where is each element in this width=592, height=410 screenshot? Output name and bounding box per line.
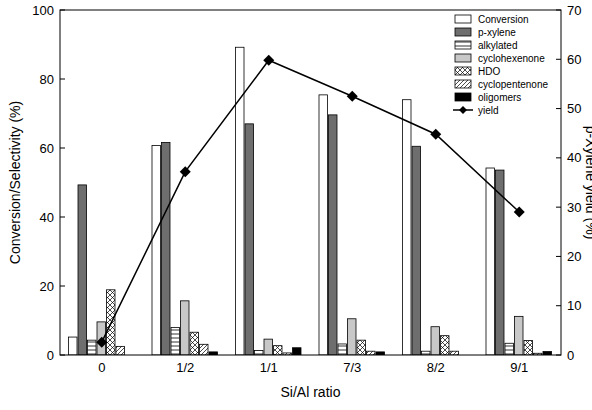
legend-swatch — [455, 80, 471, 88]
bar — [319, 95, 328, 355]
x-tick-label: 7/3 — [343, 360, 361, 375]
y2-tick — [556, 157, 561, 158]
y-tick-label: 40 — [40, 210, 54, 225]
bar — [78, 185, 87, 355]
legend-label: HDO — [478, 66, 500, 77]
bar — [431, 327, 440, 355]
x-tick-label: 8/2 — [427, 360, 445, 375]
legend-swatch — [455, 41, 471, 49]
legend-label: p-xylene — [478, 27, 516, 38]
bar — [190, 332, 199, 355]
bar — [450, 351, 459, 355]
axes: 0 20 40 60 80 100 0 10 20 30 40 50 60 70 0 1/2 1/1 7/3 8/2… — [32, 3, 581, 376]
y2-tick-label: 60 — [567, 52, 581, 67]
bar — [69, 337, 78, 355]
y2-tick — [556, 108, 561, 109]
y-tick — [60, 286, 65, 287]
x-tick-label: 0 — [98, 360, 105, 375]
marker — [514, 207, 525, 218]
bar — [200, 344, 209, 355]
legend-swatch — [455, 54, 471, 62]
y-tick-label: 0 — [47, 348, 54, 363]
y2-tick — [556, 59, 561, 60]
bar — [505, 343, 514, 355]
bar — [162, 142, 171, 355]
bar — [441, 336, 450, 355]
bar — [274, 346, 283, 355]
bar — [422, 351, 431, 355]
y-tick — [60, 79, 65, 80]
bar — [245, 124, 254, 355]
bar — [152, 146, 161, 355]
bar — [338, 344, 347, 355]
marker — [263, 55, 274, 66]
legend-label: alkylated — [478, 40, 517, 51]
marker — [96, 337, 107, 348]
legend-label: cyclopentenone — [478, 79, 548, 90]
y-tick-label: 100 — [32, 3, 54, 18]
legend-label: yield — [478, 105, 499, 116]
marker — [430, 129, 441, 140]
bar — [264, 339, 273, 355]
legend-label: oligomers — [478, 92, 521, 103]
y2-tick-label: 40 — [567, 150, 581, 165]
bar — [496, 170, 505, 355]
y2-tick — [556, 305, 561, 306]
bar — [329, 115, 338, 355]
bar — [181, 301, 190, 355]
bar — [367, 351, 376, 355]
y2-tick-label: 70 — [567, 3, 581, 18]
bar — [88, 340, 97, 355]
bar — [412, 146, 421, 355]
line — [102, 60, 520, 342]
legend-swatch — [455, 67, 471, 75]
frame — [60, 10, 561, 355]
x-tick-label: 1/1 — [260, 360, 278, 375]
plot-area — [69, 47, 552, 355]
bar — [293, 348, 302, 355]
legend-swatch — [455, 93, 471, 101]
x-tick-label: 1/2 — [176, 360, 194, 375]
bar — [486, 168, 495, 355]
y-axis-label: Conversion/Selectivity (%) — [7, 101, 23, 264]
x-axis-label: Si/Al ratio — [281, 384, 341, 400]
legend-swatch — [459, 106, 467, 114]
bar — [171, 327, 180, 355]
y-tick-label: 60 — [40, 141, 54, 156]
legend: Conversion p-xylene alkylated cyclohexenone… — [453, 14, 548, 116]
y2-tick-label: 20 — [567, 249, 581, 264]
y2-tick-label: 10 — [567, 298, 581, 313]
legend-swatch — [455, 15, 471, 23]
y2-tick — [556, 256, 561, 257]
bar — [116, 346, 125, 355]
y2-tick — [556, 207, 561, 208]
chart: 0 20 40 60 80 100 0 10 20 30 40 50 60 70 0 1/2 1/1 7/3 8/2… — [0, 0, 592, 410]
y2-tick-label: 0 — [567, 348, 574, 363]
y-tick-label: 20 — [40, 279, 54, 294]
bar — [348, 319, 357, 355]
legend-label: Conversion — [478, 14, 529, 25]
y2-axis-label: p-Xylene yield (%) — [583, 126, 592, 240]
y2-tick-label: 50 — [567, 101, 581, 116]
legend-swatch — [455, 28, 471, 36]
bar — [236, 47, 245, 355]
x-tick-label: 9/1 — [510, 360, 528, 375]
bar — [255, 351, 264, 355]
marker — [347, 91, 358, 102]
legend-label: cyclohexenone — [478, 53, 545, 64]
bar — [403, 100, 412, 355]
bar — [515, 316, 524, 355]
y-tick — [60, 217, 65, 218]
bar — [524, 341, 533, 355]
marker — [180, 166, 191, 177]
y-tick — [60, 148, 65, 149]
bar — [543, 352, 552, 355]
y-tick-label: 80 — [40, 72, 54, 87]
y2-tick-label: 30 — [567, 200, 581, 215]
bar — [357, 340, 366, 355]
